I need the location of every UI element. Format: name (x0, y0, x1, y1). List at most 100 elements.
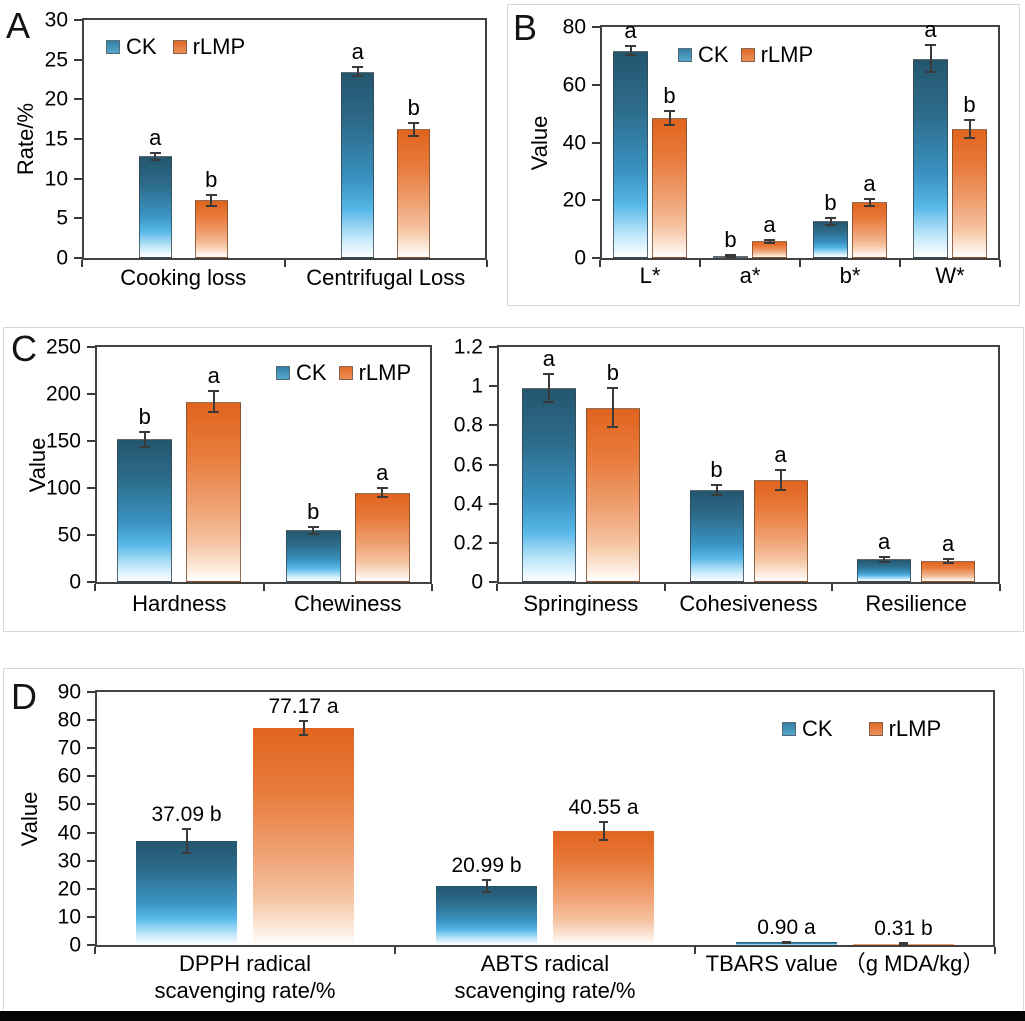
bar-rlmp-0 (652, 118, 687, 258)
error-cap-top (208, 390, 220, 393)
legend-item-rlmp: rLMP (740, 42, 814, 67)
legend-item-ck: CK (106, 36, 157, 58)
error-cap-top (825, 216, 836, 219)
y-tick-label: 15 (44, 127, 68, 151)
legend-panel-d: CK rLMP (782, 718, 977, 740)
y-tickmark (592, 26, 600, 28)
error-cap-bottom (775, 488, 786, 491)
y-tickmark (87, 944, 95, 946)
y-tickmark (489, 581, 497, 583)
error-cap-top (942, 558, 954, 561)
x-boundary-tick (699, 260, 701, 267)
sig-letter: b (963, 91, 976, 117)
y-tickmark (87, 775, 95, 778)
error-bar (154, 153, 157, 160)
x-boundary-tick (262, 584, 265, 591)
error-cap-bottom (925, 71, 936, 74)
error-bar (968, 119, 971, 139)
error-cap-top (725, 253, 736, 256)
error-cap-top (864, 197, 875, 200)
y-tickmark (74, 257, 82, 259)
y-tickmark (489, 463, 497, 466)
bar-rlmp-0 (186, 401, 242, 582)
legend-item-rlmp: rLMP (338, 362, 411, 384)
value-label: 77.17 a (268, 694, 339, 718)
y-tickmark (87, 393, 95, 395)
bar-rlmp-1 (397, 129, 431, 258)
y-tickmark (489, 346, 497, 348)
x-boundary-tick (899, 260, 901, 267)
error-cap-top (299, 719, 308, 722)
x-boundary-tick (694, 947, 696, 954)
error-cap-bottom (408, 134, 420, 137)
error-cap-bottom (149, 158, 161, 161)
error-cap-bottom (782, 942, 791, 945)
x-category-label: DPPH radical scavenging rate/% (154, 951, 336, 1003)
error-cap-top (964, 118, 975, 121)
error-cap-bottom (878, 560, 890, 563)
y-tickmark (87, 803, 95, 806)
x-category-label: Resilience (865, 591, 967, 616)
error-cap-bottom (299, 734, 308, 737)
error-cap-top (775, 469, 786, 472)
error-cap-top (149, 152, 161, 155)
bar-ck-0 (117, 439, 173, 582)
x-boundary-tick (94, 584, 96, 591)
error-cap-top (543, 373, 555, 376)
error-cap-top (182, 827, 191, 830)
y-tick-label: 0 (69, 933, 81, 957)
legend-label: rLMP (760, 42, 814, 67)
y-axis-title-panel-d: Value (17, 791, 42, 846)
x-category-label: L* (639, 263, 661, 288)
y-tick-label: 50 (57, 792, 81, 816)
y-tick-label: 40 (562, 131, 586, 154)
error-bar (302, 720, 305, 736)
x-category-label: a* (739, 263, 761, 288)
legend-swatch-ck-icon (678, 48, 692, 62)
plot-frame-panel-a (82, 18, 487, 260)
sig-letter: a (149, 125, 162, 151)
y-tick-label: 20 (44, 87, 68, 111)
y-tickmark (74, 217, 82, 220)
y-tickmark (87, 747, 95, 750)
y-tick-label: 60 (562, 73, 586, 97)
bar-rlmp-3 (952, 129, 987, 258)
y-tick-label: 200 (45, 382, 81, 406)
bar-ck-0 (138, 156, 172, 258)
x-category-label: ABTS radical scavenging rate/% (454, 951, 636, 1003)
bar-rlmp-1 (753, 480, 808, 582)
bar-ck-0 (521, 388, 576, 582)
y-tick-label: 0 (574, 246, 586, 270)
value-label: 0.90 a (757, 915, 816, 939)
y-axis-title-panel-b: Value (527, 115, 552, 170)
x-boundary-tick (663, 584, 666, 591)
error-cap-bottom (376, 496, 388, 499)
error-cap-bottom (352, 75, 364, 78)
x-category-label: Cohesiveness (679, 591, 818, 616)
error-cap-bottom (625, 54, 636, 56)
y-tick-label: 30 (44, 8, 68, 32)
y-tick-label: 100 (45, 476, 81, 500)
error-cap-bottom (864, 204, 875, 207)
error-cap-bottom (899, 943, 908, 946)
y-tick-label: 1.2 (453, 335, 483, 359)
error-cap-top (607, 387, 619, 390)
x-boundary-tick (831, 584, 834, 591)
error-cap-bottom (139, 445, 151, 448)
error-cap-bottom (205, 204, 217, 207)
y-tickmark (87, 346, 95, 348)
error-cap-bottom (607, 426, 619, 429)
x-boundary-tick (81, 260, 83, 267)
error-bar (485, 879, 488, 893)
x-boundary-tick (394, 947, 396, 954)
x-boundary-tick (486, 260, 488, 267)
x-category-label: Chewiness (293, 591, 402, 616)
bar-ck-1 (436, 885, 537, 945)
sig-letter: b (205, 166, 218, 192)
y-tick-label: 80 (57, 708, 81, 732)
bar-ck-0 (136, 840, 237, 945)
sig-letter: b (606, 360, 619, 386)
bar-rlmp-1 (354, 492, 410, 582)
sig-letter: b (710, 457, 723, 483)
